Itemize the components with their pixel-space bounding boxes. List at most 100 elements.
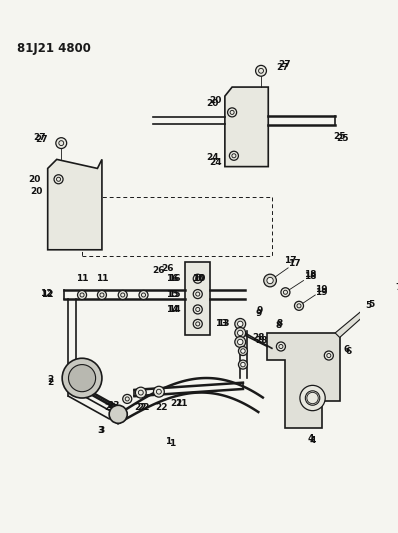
Circle shape: [118, 290, 127, 300]
Text: 1: 1: [169, 439, 176, 448]
Text: 23: 23: [105, 402, 117, 411]
Circle shape: [241, 349, 245, 353]
Text: 3: 3: [97, 426, 103, 435]
Text: 14: 14: [168, 305, 181, 314]
Circle shape: [229, 151, 238, 160]
Text: 12: 12: [41, 290, 54, 300]
Text: 25: 25: [336, 134, 349, 143]
Text: 2: 2: [47, 375, 54, 384]
Circle shape: [193, 305, 202, 314]
Circle shape: [56, 138, 67, 149]
Circle shape: [135, 387, 146, 398]
Circle shape: [267, 277, 273, 284]
Circle shape: [98, 290, 106, 300]
Text: 10: 10: [191, 274, 204, 283]
Text: 8: 8: [275, 321, 281, 330]
Circle shape: [295, 301, 304, 310]
Polygon shape: [267, 333, 339, 428]
Text: 20: 20: [206, 99, 219, 108]
Text: 8: 8: [277, 319, 283, 328]
Text: 24: 24: [209, 158, 222, 167]
Text: 27: 27: [278, 60, 291, 69]
Circle shape: [241, 362, 245, 367]
Text: 21: 21: [175, 399, 188, 408]
Text: 6: 6: [344, 345, 350, 354]
Circle shape: [123, 394, 132, 403]
Text: 21: 21: [171, 399, 183, 408]
Text: 9: 9: [257, 306, 263, 315]
Circle shape: [238, 340, 243, 345]
Text: 13: 13: [215, 319, 228, 328]
Circle shape: [193, 289, 202, 298]
Text: 28: 28: [255, 336, 267, 345]
Text: 27: 27: [277, 63, 289, 71]
Circle shape: [235, 327, 246, 338]
Text: 20: 20: [31, 187, 43, 196]
Circle shape: [300, 385, 325, 411]
Circle shape: [109, 405, 127, 423]
Circle shape: [281, 288, 290, 297]
Polygon shape: [48, 159, 102, 250]
Text: 18: 18: [304, 272, 316, 281]
Circle shape: [238, 330, 243, 336]
Text: 27: 27: [33, 133, 46, 142]
Polygon shape: [335, 310, 365, 337]
Text: 13: 13: [217, 319, 229, 328]
Text: 1: 1: [165, 437, 171, 446]
Text: 16: 16: [168, 274, 181, 283]
Circle shape: [264, 274, 276, 287]
Text: 3: 3: [99, 426, 105, 435]
Text: 11: 11: [96, 274, 108, 283]
Circle shape: [238, 360, 248, 369]
Text: 6: 6: [345, 346, 352, 356]
Circle shape: [193, 319, 202, 328]
Text: 17: 17: [284, 256, 296, 265]
Text: 7: 7: [395, 283, 398, 292]
Circle shape: [193, 274, 202, 283]
Circle shape: [276, 342, 285, 351]
Text: 4: 4: [309, 436, 316, 445]
Text: 20: 20: [210, 96, 222, 105]
Circle shape: [235, 319, 246, 329]
Circle shape: [238, 346, 248, 356]
Text: 18: 18: [304, 270, 316, 279]
Text: 26: 26: [153, 266, 165, 275]
Text: 5: 5: [365, 301, 372, 310]
Text: 2: 2: [47, 378, 54, 387]
Text: 23: 23: [107, 401, 120, 410]
Text: 22: 22: [137, 403, 150, 413]
Text: 5: 5: [368, 300, 375, 309]
Circle shape: [238, 321, 243, 327]
Circle shape: [68, 365, 96, 392]
Text: 28: 28: [252, 333, 265, 342]
Circle shape: [154, 386, 164, 397]
Text: 9: 9: [255, 309, 261, 318]
Text: 22: 22: [155, 402, 168, 411]
Text: 24: 24: [206, 153, 219, 162]
Text: 22: 22: [135, 402, 147, 411]
Text: 81J21 4800: 81J21 4800: [17, 42, 91, 55]
Text: 19: 19: [315, 285, 328, 294]
Text: 14: 14: [166, 305, 179, 314]
Polygon shape: [225, 87, 268, 167]
Circle shape: [54, 175, 63, 184]
Text: 25: 25: [334, 132, 346, 141]
Circle shape: [62, 358, 102, 398]
Text: 10: 10: [193, 274, 206, 283]
Text: 12: 12: [40, 289, 52, 297]
Text: 26: 26: [162, 264, 174, 273]
Circle shape: [388, 290, 397, 300]
Text: 19: 19: [315, 288, 328, 297]
Text: 15: 15: [168, 289, 181, 298]
Circle shape: [139, 290, 148, 300]
Text: 16: 16: [166, 274, 179, 283]
Circle shape: [78, 290, 87, 300]
Circle shape: [256, 66, 266, 76]
Text: 20: 20: [28, 175, 40, 184]
Bar: [185, 262, 211, 335]
Circle shape: [235, 336, 246, 348]
Text: 4: 4: [308, 434, 314, 443]
Text: 11: 11: [76, 274, 88, 283]
Text: 17: 17: [288, 259, 301, 268]
Circle shape: [228, 108, 237, 117]
